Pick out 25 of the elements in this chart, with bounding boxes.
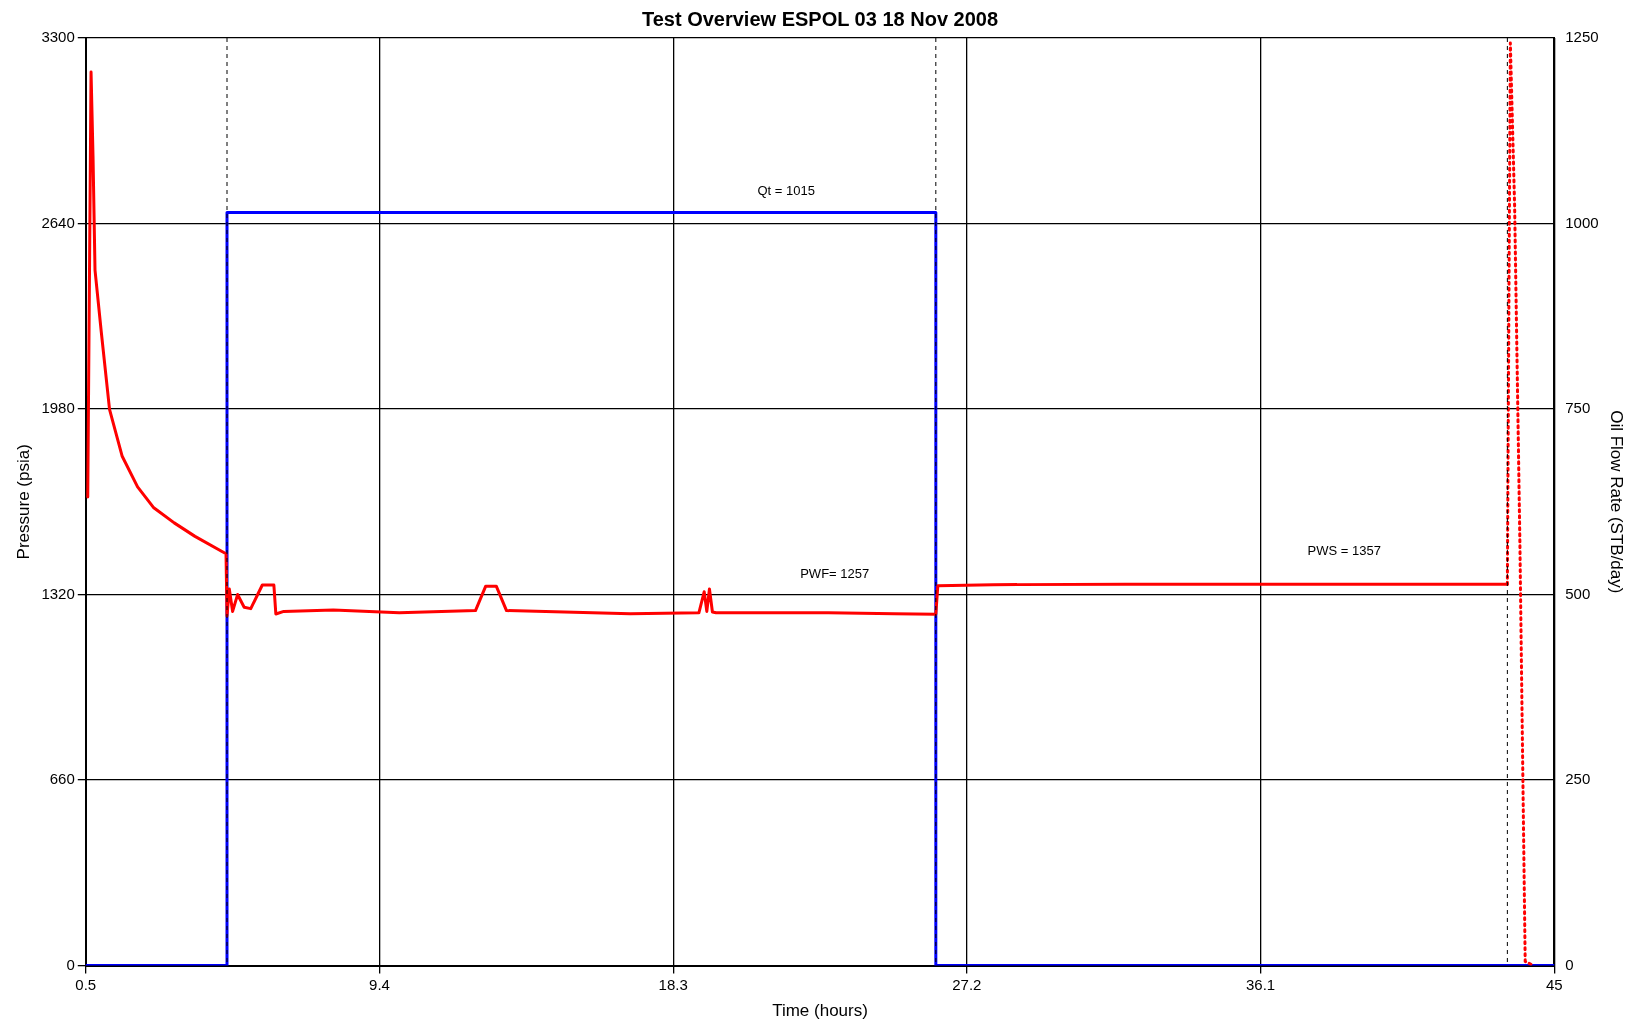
y2-tick-label: 0 xyxy=(1565,955,1574,973)
x-tick-label: 36.1 xyxy=(1245,975,1276,993)
x-tick-label: 9.4 xyxy=(369,975,390,993)
annotation: Qt = 1015 xyxy=(757,182,815,198)
x-tick-label: 45 xyxy=(1545,975,1563,993)
y-axis-title: Pressure (psia) xyxy=(13,444,33,560)
x-tick-label: 18.3 xyxy=(658,975,688,993)
y-tick-label: 1320 xyxy=(41,584,75,602)
x-axis-title: Time (hours) xyxy=(772,1001,868,1021)
y-tick-label: 3300 xyxy=(41,28,75,46)
y2-tick-label: 1250 xyxy=(1565,28,1599,46)
y2-tick-label: 1000 xyxy=(1565,213,1599,231)
y-tick-label: 1980 xyxy=(41,399,75,417)
y2-axis-title: Oil Flow Rate (STB/day) xyxy=(1607,410,1627,594)
y-tick-label: 660 xyxy=(49,770,75,788)
annotation: PWS = 1357 xyxy=(1307,542,1381,558)
y2-tick-label: 250 xyxy=(1565,770,1591,788)
x-tick-label: 27.2 xyxy=(952,975,982,993)
y-tick-label: 0 xyxy=(66,955,75,973)
y2-tick-label: 500 xyxy=(1565,584,1591,602)
y-tick-label: 2640 xyxy=(41,213,75,231)
chart-title: Test Overview ESPOL 03 18 Nov 2008 xyxy=(641,7,999,30)
y2-tick-label: 750 xyxy=(1565,399,1591,417)
annotation: PWF= 1257 xyxy=(800,565,870,581)
x-tick-label: 0.5 xyxy=(75,975,97,993)
